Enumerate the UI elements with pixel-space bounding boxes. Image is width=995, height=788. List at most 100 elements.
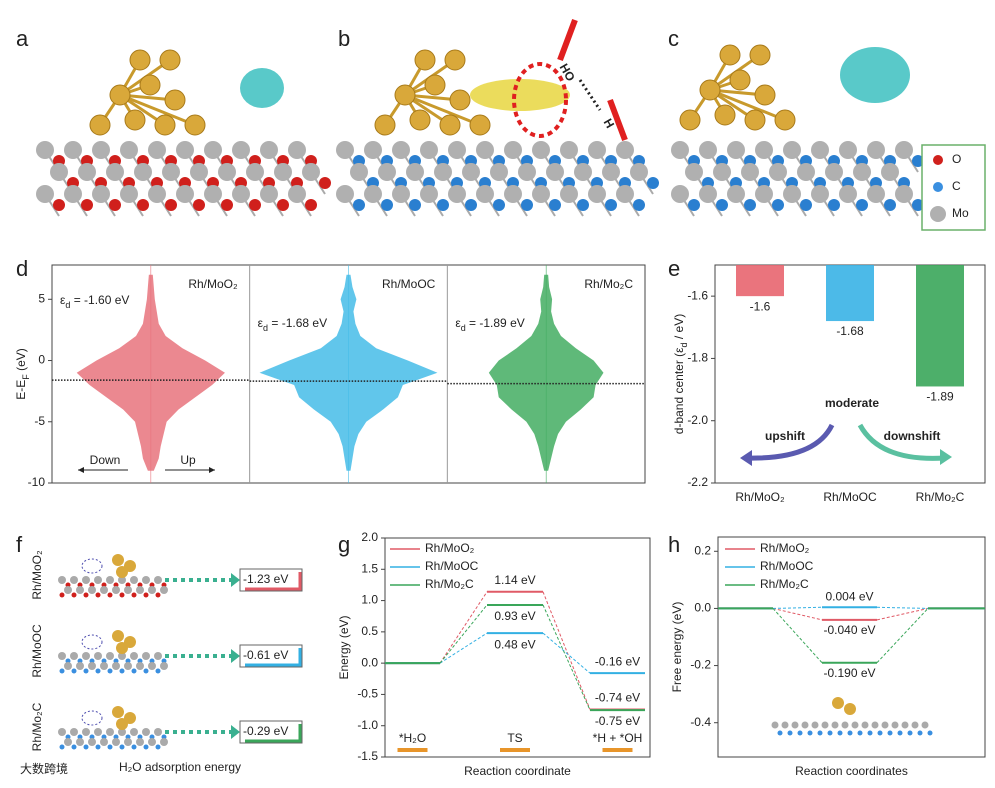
atom: [131, 744, 137, 750]
atom: [221, 199, 233, 211]
atom: [727, 185, 745, 203]
atom: [884, 199, 896, 211]
bond-dots: [578, 79, 602, 111]
atom: [148, 185, 166, 203]
panel-label: g: [338, 532, 350, 557]
d-band-label-part: ε: [455, 316, 461, 330]
shift-arrow: [744, 423, 835, 461]
y-tick-label: -1.0: [357, 718, 378, 732]
atom: [828, 199, 840, 211]
atom: [50, 163, 68, 181]
atom: [106, 576, 114, 584]
atom: [783, 141, 801, 159]
atom: [118, 576, 126, 584]
atom: [605, 199, 617, 211]
d-band-label-part: ε: [258, 316, 264, 330]
y-axis-label-part: (eV): [14, 348, 28, 374]
atom: [871, 721, 879, 729]
y-tick-label: -0.5: [357, 687, 378, 701]
atom: [744, 199, 756, 211]
gold-atom: [469, 114, 491, 136]
y-tick-label: -2.0: [687, 413, 708, 427]
y-axis-label: Free energy (eV): [670, 602, 684, 693]
gold-atom: [744, 109, 766, 131]
gold-atom: [139, 74, 161, 96]
highlight: [512, 62, 568, 138]
charge-density: [840, 47, 910, 103]
atom: [821, 721, 829, 729]
legend-label: O: [952, 152, 961, 166]
series-label: Rh/MoOC: [382, 277, 436, 291]
value-label: -1.68: [836, 324, 864, 338]
atom: [71, 668, 77, 674]
atom: [232, 141, 250, 159]
atom: [772, 199, 784, 211]
atom: [727, 141, 745, 159]
watermark: 大数跨境: [20, 761, 68, 776]
atom: [434, 163, 452, 181]
atom: [448, 141, 466, 159]
energy-value: -0.61 eV: [243, 648, 288, 662]
atom: [841, 721, 849, 729]
atom: [70, 652, 78, 660]
atom: [839, 141, 857, 159]
atom: [134, 163, 152, 181]
atom: [119, 744, 125, 750]
atom: [800, 199, 812, 211]
atom: [801, 721, 809, 729]
atom: [448, 185, 466, 203]
atom: [92, 141, 110, 159]
highlight: [81, 634, 103, 650]
atom: [917, 730, 923, 736]
atom: [336, 185, 354, 203]
atom: [437, 199, 449, 211]
atom: [630, 163, 648, 181]
gold-atom: [699, 79, 721, 101]
x-axis-label: H₂O adsorption energy: [119, 760, 241, 774]
bond-label: H: [601, 116, 617, 131]
value-label: 1.14 eV: [494, 573, 535, 587]
atom: [827, 730, 833, 736]
atom: [82, 652, 90, 660]
atom: [783, 185, 801, 203]
atom: [59, 592, 65, 598]
atom: [755, 185, 773, 203]
atom: [616, 141, 634, 159]
arrow-head: [78, 467, 84, 473]
energy-box: [239, 720, 303, 744]
atom: [106, 728, 114, 736]
atom: [409, 199, 421, 211]
value-label: -0.16 eV: [595, 654, 640, 668]
atom: [154, 728, 162, 736]
atom: [420, 185, 438, 203]
series-label: Rh/MoO₂: [188, 277, 238, 291]
atom: [109, 199, 121, 211]
atom: [647, 177, 659, 189]
arrow-head: [231, 649, 240, 663]
atom: [811, 141, 829, 159]
atom: [193, 199, 205, 211]
atom: [143, 744, 149, 750]
atom: [274, 163, 292, 181]
atom: [204, 141, 222, 159]
atom: [588, 185, 606, 203]
atom: [839, 185, 857, 203]
y-axis-label-part: d-band center (ε: [672, 347, 686, 434]
atom: [82, 728, 90, 736]
gold-atom: [112, 630, 124, 642]
y-axis-label: Energy (eV): [337, 615, 351, 679]
arrow-head: [209, 467, 215, 473]
d-band-label-part: d: [263, 323, 268, 333]
atom: [142, 576, 150, 584]
atom: [853, 163, 871, 181]
gold-atom: [184, 114, 206, 136]
atom: [130, 652, 138, 660]
atom: [190, 163, 208, 181]
atom: [148, 662, 156, 670]
atom: [504, 185, 522, 203]
connector: [542, 632, 591, 674]
plot-frame: [717, 536, 986, 758]
atom: [699, 185, 717, 203]
atom: [142, 652, 150, 660]
atom: [577, 199, 589, 211]
